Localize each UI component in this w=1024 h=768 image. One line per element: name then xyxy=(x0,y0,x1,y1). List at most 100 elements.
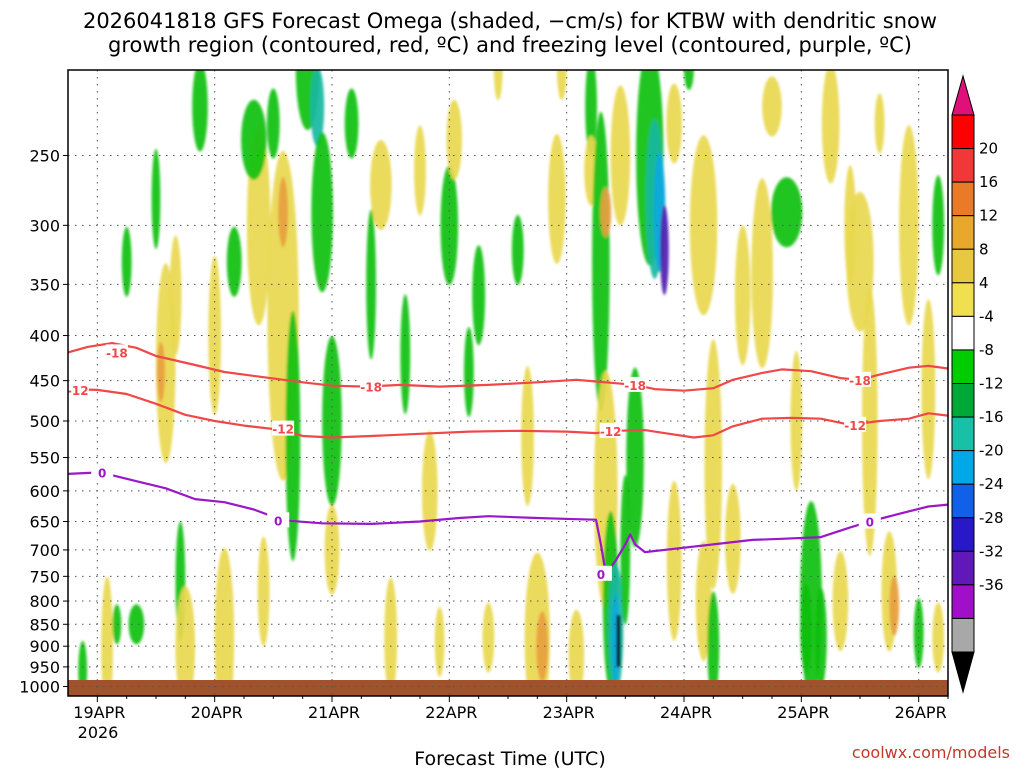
colorbar-label: -32 xyxy=(979,542,1004,560)
omega-shade-core xyxy=(616,615,621,667)
omega-shade-blob xyxy=(889,575,900,636)
colorbar-swatch xyxy=(951,483,975,519)
omega-shade-blob xyxy=(446,99,463,180)
omega-shade-blob xyxy=(862,286,878,556)
colorbar-label: 12 xyxy=(979,207,998,225)
omega-shade-blob xyxy=(548,133,566,264)
colorbar-label: -36 xyxy=(979,576,1004,594)
omega-shade-blob xyxy=(771,177,803,248)
omega-shade-blob xyxy=(725,483,741,594)
omega-shading xyxy=(78,70,945,696)
y-tick-label: 500 xyxy=(29,412,60,431)
omega-shade-blob xyxy=(493,70,503,100)
omega-shade-blob xyxy=(815,587,827,688)
contour-label-bg xyxy=(849,371,871,387)
x-tick-label: 21APR xyxy=(308,703,360,722)
omega-shade-blob xyxy=(192,70,208,152)
contour-label: -18 xyxy=(360,381,382,395)
omega-shade-blob xyxy=(257,536,270,647)
omega-shade-blob xyxy=(370,140,392,230)
colorbar-top-arrow xyxy=(951,74,975,116)
contour-label: -18 xyxy=(849,374,871,388)
x-tick-label: 22APR xyxy=(425,703,477,722)
omega-shade-blob xyxy=(568,609,585,696)
y-tick-label: 900 xyxy=(29,637,60,656)
y-tick-label: 450 xyxy=(29,372,60,391)
colorbar-swatch xyxy=(951,383,975,418)
omega-shade-blob xyxy=(585,70,597,157)
omega-shade-blob xyxy=(344,88,359,159)
x-tick-label: 26APR xyxy=(895,703,947,722)
y-tick-label: 550 xyxy=(29,449,60,468)
colorbar-label: -16 xyxy=(979,408,1004,426)
omega-shade-blob xyxy=(592,111,610,412)
contour-line--18 xyxy=(68,342,948,392)
omega-shade-blob xyxy=(666,480,682,641)
x-tick-label: 19APR xyxy=(73,703,125,722)
omega-shade-blob xyxy=(932,602,945,673)
omega-shade-blob xyxy=(208,255,222,416)
omega-shade-blob xyxy=(762,76,782,137)
contour-label-bg xyxy=(858,513,881,529)
omega-shade-blob xyxy=(422,430,438,551)
omega-shade-blob xyxy=(536,611,549,682)
contour-label: 0 xyxy=(98,467,106,481)
y-tick-label: 800 xyxy=(29,592,60,611)
colorbar-swatch xyxy=(951,282,975,317)
temperature-contours xyxy=(68,342,948,575)
omega-shade-blob xyxy=(821,70,840,184)
omega-shade-blob xyxy=(660,205,669,295)
colorbar-swatch xyxy=(951,416,975,452)
credit-link[interactable]: coolwx.com/models xyxy=(852,743,1010,762)
y-tick-label: 750 xyxy=(29,567,60,586)
x-axis: 19APR 20APR 21APR 22APR 23APR 24APR 25APR 26APR xyxy=(73,696,949,722)
contour-label-bg xyxy=(360,378,383,394)
y-tick-label: 950 xyxy=(29,658,60,677)
chart-title-line2: growth region (contoured, red, ºC) and f… xyxy=(108,33,912,57)
y-tick-label: 250 xyxy=(29,146,60,165)
contour-label-bg xyxy=(105,344,128,360)
colorbar-swatch xyxy=(951,181,975,217)
contour-label: -12 xyxy=(844,419,866,433)
contour-label: -18 xyxy=(106,346,128,360)
colorbar-label: 4 xyxy=(979,274,989,292)
colorbar-label: 8 xyxy=(979,240,989,258)
contour-label-bg xyxy=(91,464,114,480)
omega-shade-blob xyxy=(734,225,751,366)
colorbar-legend: 20 16 12 8 4 -4 -8 -12 -16 -20 -24 -28 -32 -36 xyxy=(951,74,1004,694)
contour-label: -18 xyxy=(624,379,646,393)
x-tick-label: 24APR xyxy=(660,703,712,722)
omega-shade-blob xyxy=(832,551,849,652)
colorbar-bottom-arrow xyxy=(951,651,975,694)
colorbar-label: 16 xyxy=(979,173,998,191)
omega-shade-blob xyxy=(434,606,445,677)
omega-shade-blob xyxy=(214,547,235,696)
y-tick-label: 650 xyxy=(29,513,60,532)
omega-shade-blob xyxy=(266,88,280,159)
omega-shade-blob xyxy=(684,70,694,90)
colorbar-swatch xyxy=(951,450,975,485)
colorbar-label: -28 xyxy=(979,509,1004,527)
omega-shade-blob xyxy=(226,226,242,297)
colorbar-label: -12 xyxy=(979,375,1004,393)
omega-shade-blob xyxy=(511,215,524,285)
omega-shade-blob xyxy=(241,99,267,180)
colorbar-label: -4 xyxy=(979,307,994,325)
colorbar-label: -8 xyxy=(979,341,994,359)
omega-shade-blob xyxy=(278,177,288,248)
omega-shade-blob xyxy=(913,598,924,669)
omega-shade-blob xyxy=(128,604,145,645)
contour-label: 0 xyxy=(597,568,605,582)
omega-shade-blob xyxy=(695,541,712,662)
omega-shade-blob xyxy=(310,70,325,147)
colorbar-swatch xyxy=(951,617,975,653)
omega-shade-blob xyxy=(311,132,334,293)
colorbar-swatch xyxy=(951,215,975,250)
colorbar-swatch xyxy=(951,584,975,619)
colorbar-label: -24 xyxy=(979,475,1004,493)
contour-label-bg xyxy=(66,381,89,397)
y-axis: 250 300 350 400 450 500 550 600 650 700 750 800 850 9… xyxy=(19,146,68,697)
omega-shade-blob xyxy=(921,299,936,480)
omega-shade-blob xyxy=(101,576,113,696)
contour-line--12 xyxy=(68,388,948,439)
